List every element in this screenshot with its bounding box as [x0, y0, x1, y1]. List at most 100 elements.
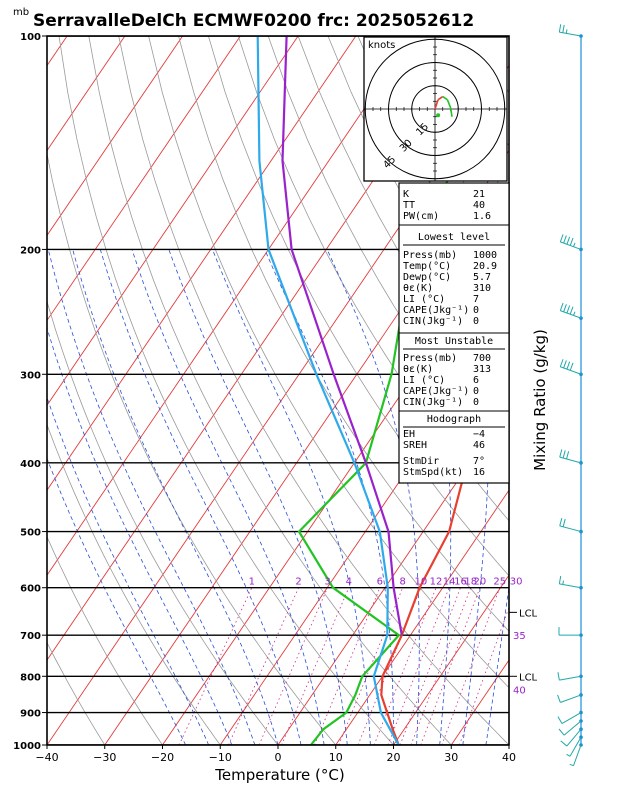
moist-adiabat-line [485, 584, 509, 745]
mixing-ratio-line [458, 606, 509, 745]
wind-barb-flag [566, 236, 571, 245]
index-top-label: K [403, 189, 409, 200]
temperature-profile [380, 255, 509, 745]
most-unstable-label: CIN(Jkg⁻¹) [403, 397, 463, 408]
hodograph-trace [449, 107, 453, 117]
lowest-level-label: Dewp(°C) [403, 272, 451, 283]
most-unstable-value: 0 [473, 386, 479, 397]
hodograph-ring [388, 62, 482, 156]
most-unstable-value: 6 [473, 375, 479, 386]
mixing-ratio-line [357, 587, 422, 745]
mixing-ratio-label: 16 [454, 577, 467, 588]
mixing-ratio-label: 6 [377, 577, 383, 588]
dry-adiabat-line [47, 641, 106, 745]
wind-barb-flag [566, 305, 571, 314]
wind-barb-flag [562, 580, 564, 585]
mixing-ratio-line [441, 587, 501, 745]
wind-barb [559, 456, 582, 464]
moist-adiabat-line [47, 249, 256, 745]
temperature-tick-label: −20 [151, 751, 174, 764]
moist-adiabat-line [99, 249, 302, 745]
index-top-value: 40 [473, 200, 485, 211]
most-unstable-label: Press(mb) [403, 353, 457, 364]
wind-barb-flag [573, 242, 576, 247]
storm-motion-label: StmSpd(kt) [403, 467, 463, 478]
lowest-level-label: Temp(°C) [403, 261, 451, 272]
isotherm-line [47, 36, 126, 152]
wind-barb-flag [559, 449, 563, 458]
mixing-ratio-line [399, 587, 461, 745]
most-unstable-value: 700 [473, 353, 491, 364]
dry-adiabat-line [537, 36, 618, 745]
wind-barb-flag [566, 361, 571, 370]
moist-adiabat-line [212, 249, 371, 745]
hodograph-ring [411, 85, 459, 133]
wind-barb-flag [569, 306, 574, 315]
temperature-tick-label: 0 [275, 751, 282, 764]
mixing-ratio-line [281, 587, 350, 745]
mixing-ratio-label: 18 [464, 577, 477, 588]
lowest-level-label: Press(mb) [403, 250, 457, 261]
pressure-label: 800 [20, 672, 41, 683]
wind-barb-flag [573, 311, 576, 316]
right-axis-label: Mixing Ratio (g/kg) [531, 329, 549, 471]
mixing-ratio-line [420, 587, 481, 745]
storm-motion-label: StmDir [403, 456, 439, 467]
mixing-ratio-label: 8 [400, 577, 406, 588]
wind-barb-flag [563, 304, 567, 312]
wind-barb-flag [560, 740, 568, 747]
chart-title: SerravalleDelCh ECMWF0200 frc: 202505261… [33, 11, 474, 31]
hodograph-trace [434, 99, 439, 110]
lowest-level-label: LI (°C) [403, 294, 445, 305]
wind-barb [566, 728, 582, 747]
moist-adiabat-line [47, 326, 233, 745]
wind-barb-flag [569, 362, 574, 371]
wind-barb-flag [558, 24, 562, 33]
wind-barb [563, 720, 582, 736]
wetbulb-profile [281, 36, 403, 636]
pressure-label: 900 [20, 709, 41, 720]
wind-barb-flag [559, 234, 564, 243]
isotherm-line [47, 36, 241, 322]
theta-label: 40 [513, 685, 526, 696]
wind-barb-flag [557, 716, 563, 724]
lowest-level-value: 7 [473, 294, 479, 305]
dry-adiabat-line [178, 36, 509, 632]
temperature-tick-label: 40 [502, 751, 516, 764]
wind-barb-flag [557, 694, 561, 703]
wind-barb-flag [562, 450, 566, 459]
lowest-level-value: 0 [473, 305, 479, 316]
most-unstable-value: 0 [473, 397, 479, 408]
wind-barb-flag [569, 763, 574, 767]
mixing-ratio-line [410, 587, 472, 745]
lowest-level-label: θε(K) [403, 283, 433, 294]
storm-motion-value: 7° [473, 456, 485, 467]
temperature-tick-label: −30 [93, 751, 116, 764]
wind-barb-flag [566, 451, 570, 460]
wind-barb [560, 694, 582, 703]
wind-barb-flag [563, 235, 567, 244]
pressure-label: 300 [20, 370, 41, 381]
temperature-tick-label: −40 [35, 751, 58, 764]
mixing-ratio-label: 3 [324, 577, 330, 588]
mixing-ratio-label: 12 [430, 577, 443, 588]
lowest-level-label: CIN(Jkg⁻¹) [403, 316, 463, 327]
wind-barb-flag [569, 237, 574, 246]
most-unstable-value: 313 [473, 364, 491, 375]
mixing-ratio-label: 10 [415, 577, 428, 588]
storm-motion-value: 16 [473, 467, 485, 478]
temperature-tick-label: −10 [209, 751, 232, 764]
most-unstable-label: CAPE(Jkg⁻¹) [403, 386, 469, 397]
isotherm-line [47, 36, 299, 407]
moist-adiabat-line [131, 249, 325, 745]
mixing-ratio-line [228, 587, 299, 745]
isotherm-line [47, 36, 414, 576]
mixing-ratio-line [178, 587, 253, 745]
moist-adiabat-line [264, 249, 394, 745]
hodograph-index-value: 46 [473, 440, 485, 451]
mixing-ratio-label: 25 [493, 577, 506, 588]
most-unstable-label: LI (°C) [403, 375, 445, 386]
hodograph-trace [442, 95, 448, 101]
wind-barb-flag [562, 24, 565, 33]
